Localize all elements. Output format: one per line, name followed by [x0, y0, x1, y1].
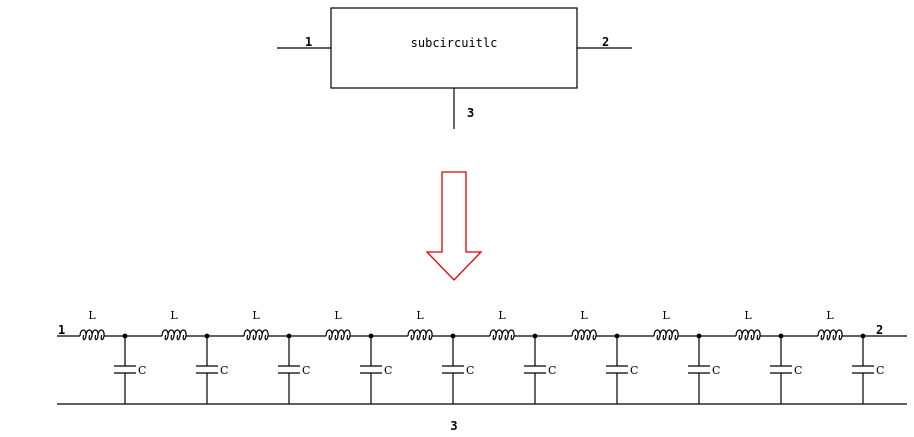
inductor-label: L [416, 309, 424, 322]
inductor-coil-icon [489, 329, 515, 341]
subcircuit-block [277, 7, 632, 129]
inductor-coil-icon [161, 329, 187, 341]
inductor-label: L [170, 309, 178, 322]
ladder-node-2-label: 2 [876, 323, 883, 337]
inductor-coil-icon [325, 329, 351, 341]
capacitor-label: C [384, 364, 392, 377]
inductor-coil-icon [735, 329, 761, 341]
capacitor-label: C [548, 364, 556, 377]
capacitor-label: C [302, 364, 310, 377]
inductor-label: L [580, 309, 588, 322]
expand-arrow-icon [425, 171, 483, 281]
ladder-ground-label: 3 [450, 419, 457, 433]
inductor-coil-icon [571, 329, 597, 341]
inductor-coil-icon [653, 329, 679, 341]
inductor-label: L [88, 309, 96, 322]
inductor-label: L [498, 309, 506, 322]
subcircuit-pin-2-label: 2 [602, 35, 609, 49]
inductor-coil-icon [817, 329, 843, 341]
ladder-node-1-label: 1 [58, 323, 65, 337]
inductor-label: L [744, 309, 752, 322]
capacitor-label: C [794, 364, 802, 377]
inductor-coil-icon [243, 329, 269, 341]
inductor-label: L [826, 309, 834, 322]
inductor-label: L [252, 309, 260, 322]
capacitor-label: C [630, 364, 638, 377]
inductor-label: L [334, 309, 342, 322]
subcircuit-pin-1-label: 1 [305, 35, 312, 49]
capacitor-label: C [876, 364, 884, 377]
capacitor-label: C [138, 364, 146, 377]
capacitor-label: C [712, 364, 720, 377]
inductor-coil-icon [407, 329, 433, 341]
subcircuit-name: subcircuitlc [411, 36, 498, 50]
inductor-label: L [662, 309, 670, 322]
capacitor-label: C [220, 364, 228, 377]
subcircuit-pin-3-label: 3 [467, 106, 474, 120]
lc-ladder-network: L C L C L C L C L C L C L C L C L C L C [57, 309, 907, 405]
capacitor-label: C [466, 364, 474, 377]
inductor-coil-icon [79, 329, 105, 341]
